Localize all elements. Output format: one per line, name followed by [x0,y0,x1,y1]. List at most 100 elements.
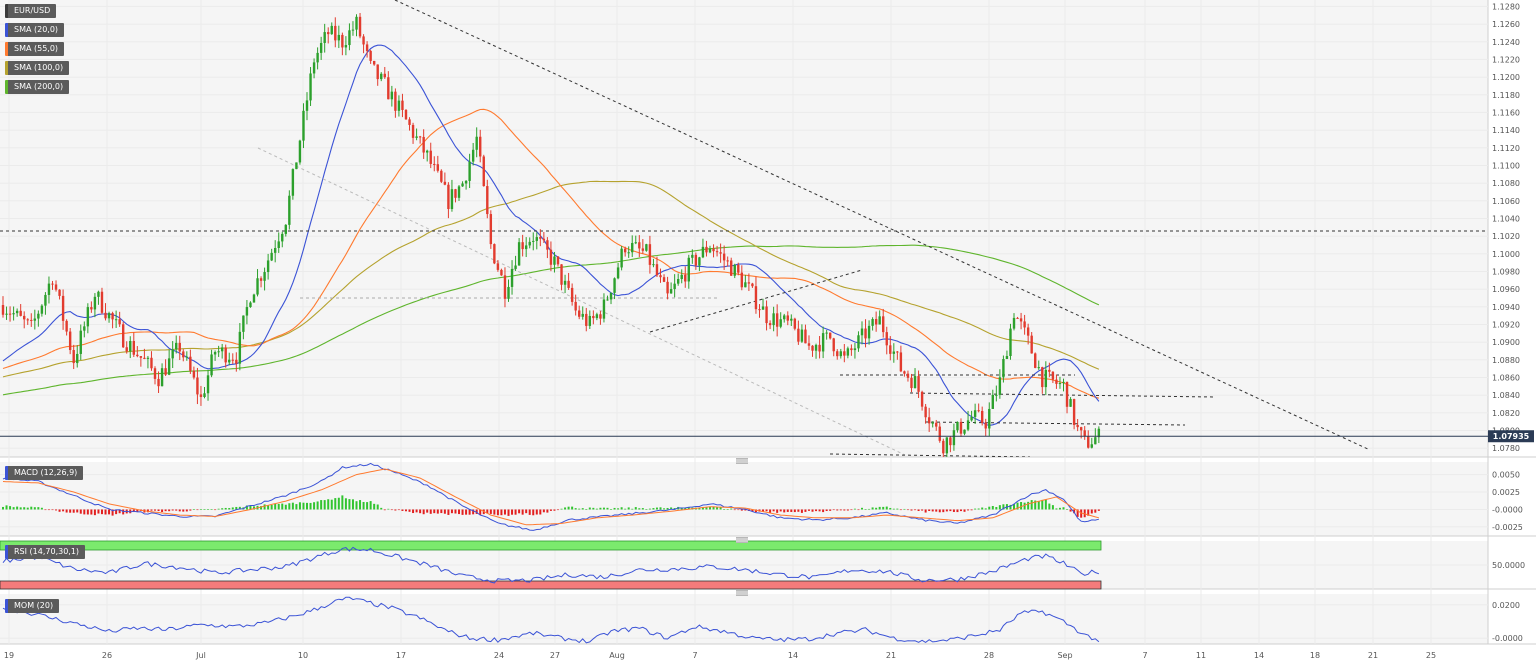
macd-hist-bar [602,507,605,510]
candle-body [924,406,927,418]
candle-body [864,328,867,339]
legend-pair[interactable]: EUR/USD [5,4,57,18]
candle-body [93,296,97,310]
candle [846,346,850,359]
candle [100,287,104,315]
x-tick-label: 26 [102,651,112,660]
macd-hist-bar [168,509,171,512]
candle-body [535,237,538,241]
candle [684,266,687,288]
candle-body [408,119,411,125]
candle [327,27,330,44]
y-tick-label: 1.0940 [1492,303,1520,312]
x-tick-label: Aug [609,651,625,660]
candle [415,128,418,141]
candle-body [977,410,980,412]
candle [475,127,478,158]
candle [302,103,305,149]
macd-hist-bar [55,509,58,511]
macd-hist-bar [479,509,482,515]
candle [139,356,143,367]
candle-body [627,252,630,254]
candle [521,234,524,257]
macd-hist-bar [189,509,192,511]
legend-sma100[interactable]: SMA (100,0) [5,61,70,75]
candle [659,268,662,283]
macd-hist-bar [228,508,231,510]
candle-body [139,356,143,358]
candle [567,272,570,290]
candle-body [415,136,418,138]
macd-hist-bar [263,504,266,510]
legend-sma20[interactable]: SMA (20,0) [5,23,65,37]
candle [539,229,542,247]
candle-body [966,420,970,430]
macd-hist-bar [528,509,531,515]
legend-macd[interactable]: MACD (12,26,9) [5,466,84,480]
candle [563,274,567,294]
candle [252,293,256,303]
x-tick-label: 28 [984,651,994,660]
candle-body [341,34,344,48]
candle-body [54,284,58,290]
legend-sma55[interactable]: SMA (55,0) [5,42,65,56]
candle [570,283,574,306]
macd-hist-bar [334,498,337,510]
candle-body [76,353,79,364]
y-tick-label: 1.0900 [1492,338,1520,347]
macd-hist-bar [765,509,768,512]
candle [496,260,500,272]
candle [107,311,111,323]
y-tick-label: 50.0000 [1492,561,1525,570]
candle [655,256,659,278]
candle-body [5,313,8,315]
candle-body [440,170,443,182]
pane-resize-handle-1[interactable] [736,458,748,464]
macd-hist-bar [394,509,397,511]
candle [231,353,234,364]
legend-mom[interactable]: MOM (20) [5,599,60,613]
x-tick-label: 17 [396,651,406,660]
x-tick-label: 18 [1310,651,1320,660]
candle [273,240,277,263]
macd-hist-bar [157,509,160,512]
y-tick-label: 1.1280 [1492,2,1520,11]
macd-hist-bar [698,508,701,510]
candle-body [899,352,903,372]
candle [37,310,40,327]
x-tick-label: Jul [195,651,206,660]
candle-body [192,370,196,378]
candle-body [634,242,637,244]
candle [436,155,440,173]
macd-hist-bar [327,499,330,510]
candle [1055,374,1058,389]
candle-body [355,16,358,30]
candle-body [454,189,457,198]
candle [404,109,408,120]
candle-body [903,371,906,374]
candle-body [1019,318,1023,322]
candle [457,185,461,201]
candle [397,95,401,117]
candle [984,418,987,437]
candle [737,262,740,276]
candle-body [358,16,362,37]
candle [1083,426,1086,440]
legend-rsi[interactable]: RSI (14,70,30,1) [5,545,86,559]
candle-body [889,345,892,354]
legend-sma200[interactable]: SMA (200,0) [5,80,70,94]
candle [722,245,726,270]
macd-hist-bar [500,509,503,516]
candle-body [447,184,450,210]
candle-body [19,310,22,316]
candle-body [8,313,12,315]
candle [486,179,489,219]
candle [988,402,991,437]
pane-resize-handle-2[interactable] [736,537,748,543]
candle-body [807,343,811,346]
pane-resize-handle-3[interactable] [736,590,748,596]
x-tick-label: 27 [550,651,560,660]
last-price-label: 1.07935 [1493,432,1530,441]
candle-body [1026,327,1030,336]
